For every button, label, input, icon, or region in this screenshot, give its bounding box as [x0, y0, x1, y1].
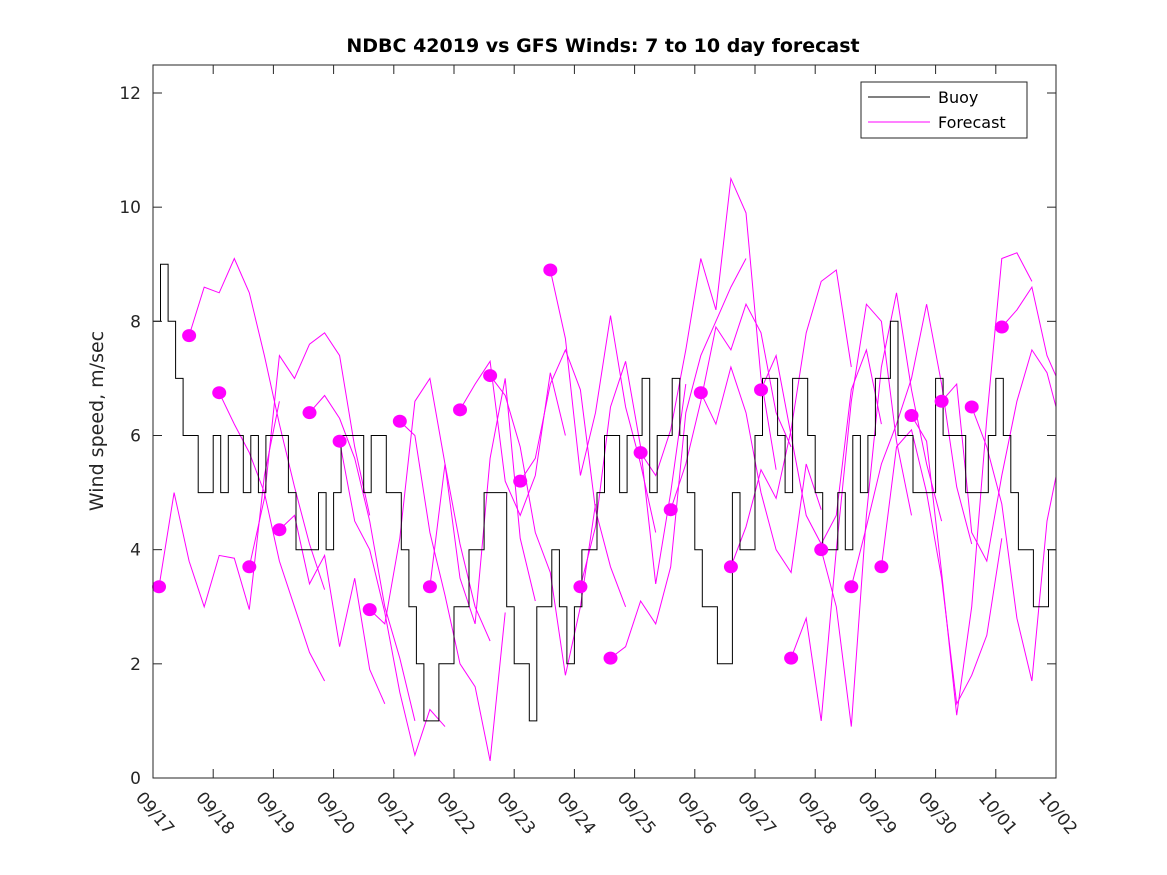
- legend-box: [860, 81, 1028, 139]
- y-tick-label: 8: [130, 312, 141, 332]
- forecast-start-dot: [964, 400, 979, 414]
- forecast-line: [369, 377, 491, 642]
- y-tick-label: 6: [130, 427, 141, 447]
- forecast-line: [309, 394, 416, 722]
- forecast-start-dot: [904, 409, 919, 423]
- forecast-start-dot: [332, 434, 347, 448]
- forecast-start-dot: [814, 543, 829, 557]
- forecast-start-dot: [573, 580, 588, 594]
- forecast-line: [911, 252, 1033, 716]
- forecast-start-dot: [362, 603, 377, 617]
- forecast-line: [489, 375, 596, 676]
- forecast-start-dot: [994, 320, 1009, 334]
- forecast-line: [399, 420, 506, 761]
- forecast-start-dot: [723, 560, 738, 574]
- forecast-start-dot: [513, 474, 528, 488]
- forecast-line: [670, 302, 792, 510]
- forecast-line: [820, 292, 943, 727]
- forecast-line: [188, 257, 326, 590]
- y-axis-label: Wind speed, m/sec: [86, 331, 108, 511]
- forecast-line: [700, 365, 822, 574]
- forecast-start-dot: [483, 369, 498, 383]
- legend: Buoy Forecast: [860, 81, 1028, 139]
- forecast-line: [941, 348, 1056, 563]
- forecast-start-dot: [934, 394, 949, 408]
- forecast-start-dot: [453, 403, 468, 417]
- forecast-line: [459, 359, 566, 517]
- forecast-line: [218, 392, 326, 682]
- forecast-start-dot: [693, 386, 708, 400]
- forecast-start-dot: [633, 446, 648, 460]
- forecast-start-dot: [152, 580, 167, 594]
- legend-label-buoy: Buoy: [938, 88, 978, 107]
- forecast-start-dot: [844, 580, 859, 594]
- forecast-line: [339, 441, 446, 758]
- forecast-line: [519, 348, 627, 607]
- y-tick-label: 12: [119, 84, 141, 104]
- legend-label-forecast: Forecast: [938, 113, 1006, 132]
- forecast-start-dot: [272, 523, 287, 537]
- forecast-start-dot: [603, 651, 618, 665]
- forecast-line: [1001, 285, 1056, 378]
- forecast-layer: [158, 176, 1056, 761]
- forecast-line: [850, 304, 973, 587]
- axes-background: [153, 65, 1056, 778]
- forecast-start-dot: [422, 580, 437, 594]
- forecast-line: [880, 428, 1003, 706]
- forecast-start-dot: [212, 386, 227, 400]
- forecast-start-dot: [754, 383, 769, 397]
- forecast-line: [610, 258, 747, 659]
- forecast-line: [429, 378, 536, 625]
- forecast-start-dot: [784, 651, 799, 665]
- forecast-line: [640, 176, 777, 477]
- forecast-start-dot: [242, 560, 257, 574]
- forecast-start-dot: [392, 414, 407, 428]
- forecast-start-dot: [302, 406, 317, 420]
- forecast-line: [790, 303, 912, 721]
- forecast-start-dot: [663, 503, 678, 517]
- y-tick-label: 4: [130, 541, 141, 561]
- y-tick-label: 0: [130, 769, 141, 789]
- y-tick-label: 2: [130, 655, 141, 675]
- forecast-start-dot: [874, 560, 889, 574]
- forecast-line: [279, 514, 386, 705]
- forecast-start-dot: [182, 329, 197, 343]
- forecast-start-dot: [543, 263, 558, 277]
- axes-box: [152, 64, 1057, 779]
- chart-title: NDBC 42019 vs GFS Winds: 7 to 10 day for…: [346, 35, 859, 57]
- forecast-line: [248, 332, 371, 567]
- forecast-line: [730, 269, 852, 567]
- y-axis: 0 2 4 6 8 10 12: [119, 84, 1056, 789]
- y-tick-label: 10: [119, 198, 141, 218]
- forecast-line: [971, 406, 1056, 682]
- forecast-start-dots: [152, 263, 1009, 665]
